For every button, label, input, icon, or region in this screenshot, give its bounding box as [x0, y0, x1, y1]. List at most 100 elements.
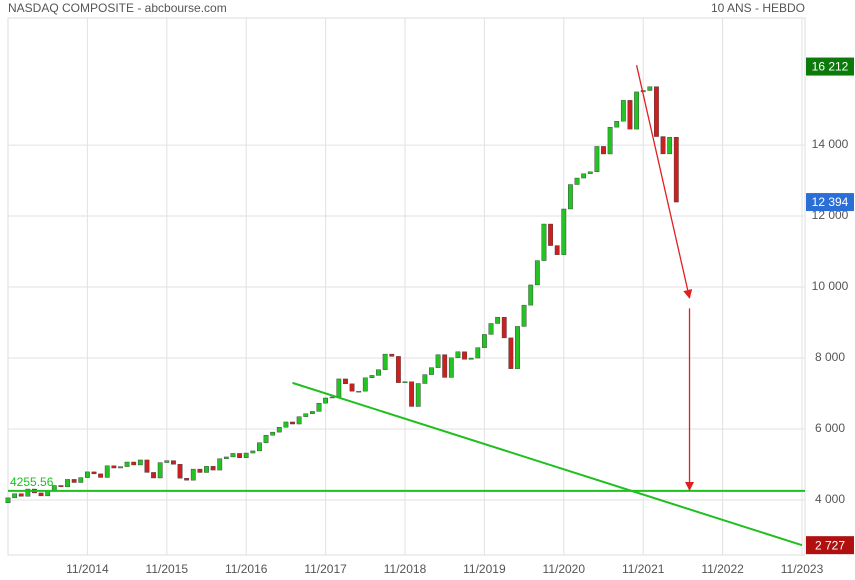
- candle: [442, 354, 448, 378]
- candle: [104, 465, 110, 478]
- candle: [303, 413, 309, 417]
- candle: [534, 260, 540, 286]
- candle: [78, 477, 84, 483]
- x-tick-label: 11/2014: [66, 562, 109, 576]
- candle: [296, 416, 302, 425]
- y-tick-label: 10 000: [812, 279, 849, 293]
- candle: [429, 367, 434, 375]
- candle: [190, 468, 196, 481]
- candle: [18, 493, 24, 497]
- value-badge-label: 12 394: [812, 195, 849, 209]
- y-tick-label: 12 000: [812, 208, 849, 222]
- candle: [98, 473, 104, 478]
- support-label: 4255.56: [10, 475, 54, 489]
- candle: [164, 460, 170, 463]
- candle: [369, 375, 375, 379]
- candle: [84, 471, 90, 478]
- candle: [171, 460, 176, 465]
- candle: [634, 91, 639, 130]
- candle: [501, 316, 507, 339]
- candle: [488, 323, 494, 335]
- candle: [71, 479, 77, 483]
- candle: [376, 369, 381, 376]
- candle: [554, 245, 560, 255]
- candle: [448, 357, 454, 378]
- candle: [65, 479, 70, 488]
- candle: [528, 284, 534, 306]
- x-tick-label: 11/2017: [304, 562, 347, 576]
- candle: [581, 173, 587, 179]
- candle: [568, 184, 573, 210]
- candle: [151, 472, 156, 479]
- candle: [45, 491, 51, 497]
- candle: [316, 402, 322, 412]
- candle: [382, 353, 388, 370]
- candle: [482, 334, 487, 348]
- candle: [561, 208, 567, 255]
- candle: [422, 374, 428, 384]
- candle: [329, 396, 335, 399]
- candle: [402, 381, 408, 383]
- y-tick-label: 8 000: [815, 350, 845, 364]
- value-badge: [806, 536, 854, 555]
- candle: [415, 383, 421, 407]
- candle: [548, 223, 553, 246]
- arrow: [635, 65, 693, 299]
- candle: [435, 354, 441, 368]
- candle: [601, 146, 606, 155]
- candle: [508, 337, 514, 369]
- candle: [270, 431, 276, 436]
- candle: [217, 458, 223, 471]
- candle: [118, 466, 123, 469]
- x-tick-label: 11/2018: [384, 562, 427, 576]
- candle: [184, 477, 190, 481]
- x-tick-label: 11/2022: [701, 562, 744, 576]
- candle: [541, 223, 547, 261]
- chart-title: NASDAQ COMPOSITE - abcbourse.com: [8, 1, 227, 15]
- candle: [309, 411, 315, 414]
- candle: [475, 347, 481, 359]
- candle: [124, 461, 130, 467]
- y-tick-label: 4 000: [815, 492, 845, 506]
- candle: [660, 136, 666, 155]
- candle: [230, 453, 236, 458]
- candle: [144, 459, 150, 473]
- trend-line: [292, 381, 803, 547]
- candle: [620, 100, 626, 122]
- candle: [627, 100, 633, 130]
- plot-frame: [7, 17, 806, 556]
- candle: [5, 497, 11, 504]
- candle: [12, 493, 18, 499]
- candle: [343, 378, 348, 385]
- candle: [667, 137, 673, 155]
- candle: [111, 465, 117, 469]
- candle: [25, 488, 31, 497]
- chart-subtitle: 10 ANS - HEBDO: [711, 1, 805, 15]
- x-tick-label: 11/2019: [463, 562, 506, 576]
- y-tick-label: 6 000: [815, 421, 845, 435]
- candle: [263, 435, 269, 443]
- candle: [237, 453, 242, 458]
- candle: [409, 381, 415, 407]
- candle: [204, 466, 209, 473]
- candle: [223, 456, 229, 459]
- value-badge-label: 16 212: [812, 60, 849, 74]
- candle: [323, 397, 328, 404]
- candle: [250, 450, 256, 454]
- candle: [594, 146, 600, 172]
- candle: [395, 356, 401, 383]
- candle: [587, 171, 593, 174]
- candle: [462, 351, 467, 360]
- candle: [257, 442, 262, 452]
- y-tick-label: 14 000: [812, 137, 849, 151]
- value-badge-label: 2 727: [815, 538, 845, 552]
- candle: [131, 461, 137, 466]
- candle: [521, 304, 527, 327]
- candle: [614, 120, 620, 128]
- candle: [91, 471, 97, 475]
- candle: [177, 464, 183, 479]
- candle: [574, 177, 580, 185]
- candle: [38, 492, 44, 497]
- candle: [356, 390, 362, 393]
